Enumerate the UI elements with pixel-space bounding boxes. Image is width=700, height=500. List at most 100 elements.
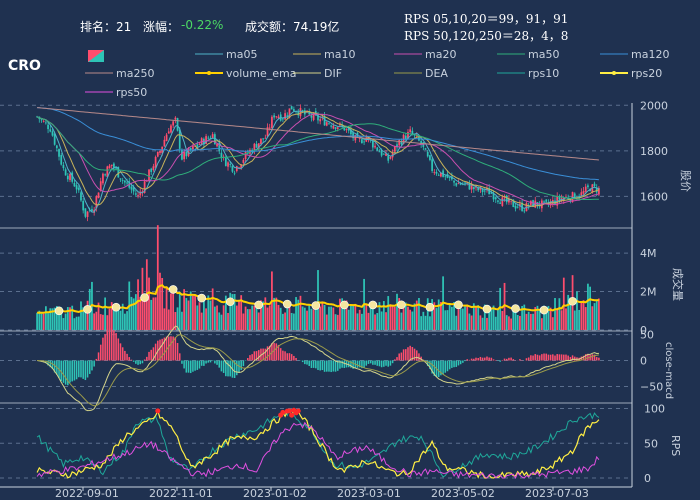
macd-histogram-bar	[130, 359, 133, 361]
macd-histogram-bar	[385, 360, 387, 366]
volume-bar	[303, 307, 306, 330]
macd-histogram-bar	[538, 355, 541, 361]
macd-histogram-bar	[148, 351, 150, 361]
candle-body	[569, 199, 572, 202]
candle-body	[543, 200, 545, 202]
volume-bar	[396, 293, 398, 330]
candle-body	[308, 111, 311, 115]
candle-body	[510, 200, 512, 202]
macd-histogram-bar	[62, 360, 65, 383]
macd-histogram-bar	[97, 352, 100, 361]
candle-body	[545, 199, 548, 202]
volume-bar	[565, 308, 567, 330]
volume-bar	[325, 314, 328, 330]
volume-bar	[167, 309, 170, 330]
volume-bar	[227, 312, 229, 330]
macd-histogram-bar	[275, 343, 278, 361]
volume-bar	[461, 308, 464, 330]
macd-histogram-bar	[194, 360, 196, 371]
volume-bar	[38, 310, 41, 330]
candle-body	[286, 115, 289, 117]
volume-bar	[512, 309, 515, 330]
candle-body	[273, 115, 275, 118]
volume-bar	[213, 306, 216, 330]
volume-bar	[224, 295, 227, 330]
volume-tick-label: 4M	[640, 247, 657, 260]
macd-histogram-bar	[413, 348, 416, 361]
volume-bar	[444, 310, 447, 330]
volume-bar	[262, 301, 265, 330]
macd-histogram-bar	[444, 360, 447, 373]
candle-body	[58, 148, 60, 157]
volume-bar	[519, 315, 521, 330]
macd-histogram-bar	[214, 360, 216, 364]
volume-bar	[404, 302, 407, 330]
volume-bar	[319, 306, 322, 330]
macd-histogram-bar	[451, 360, 453, 368]
candle-body	[172, 121, 175, 126]
symbol-label: CRO	[8, 58, 41, 74]
volume-bar	[246, 309, 249, 330]
candle-body	[55, 145, 58, 149]
macd-histogram-bar	[73, 360, 76, 381]
candle-body	[227, 162, 229, 167]
macd-histogram-bar	[227, 360, 229, 377]
candle-body	[110, 164, 113, 167]
volume-bar	[209, 300, 212, 330]
macd-histogram-bar	[88, 360, 91, 374]
candle-body	[398, 140, 401, 146]
macd-histogram-bar	[110, 328, 113, 361]
candle-body	[301, 110, 304, 112]
candle-body	[497, 200, 499, 202]
candle-body	[117, 166, 120, 178]
candle-body	[119, 178, 122, 180]
candle-body	[310, 115, 313, 118]
volume-bar	[446, 310, 449, 330]
candle-body	[66, 175, 69, 180]
candle-body	[126, 182, 128, 184]
rps20-line	[36, 409, 600, 479]
turnover-label: 成交额：74.19亿	[245, 20, 340, 34]
volume-bar	[420, 316, 423, 330]
volume-bar	[578, 309, 581, 330]
price-tick-label: 1800	[640, 145, 668, 158]
candle-body	[80, 192, 82, 201]
volume-bar	[102, 314, 104, 330]
volume-bar	[593, 303, 596, 330]
candle-body	[483, 190, 486, 192]
macd-histogram-bar	[139, 360, 142, 365]
volume-bar	[119, 310, 122, 330]
candle-body	[371, 141, 374, 148]
macd-tick-label: −50	[640, 380, 663, 393]
volume-bar	[545, 312, 548, 330]
volume-bar	[323, 304, 326, 330]
volume-bar	[297, 299, 300, 330]
macd-histogram-bar	[334, 360, 337, 372]
candle-body	[196, 144, 199, 147]
candle-body	[358, 137, 361, 139]
candle-body	[481, 189, 484, 193]
candle-body	[75, 185, 78, 190]
candle-body	[492, 193, 495, 200]
volume-bar	[547, 305, 550, 330]
candle-body	[113, 163, 115, 168]
macd-histogram-bar	[505, 358, 508, 361]
volume-bar	[534, 307, 537, 330]
candle-body	[213, 134, 216, 145]
macd-axis-label: close-macd	[663, 342, 674, 399]
candle-body	[102, 173, 104, 184]
ma120-line	[37, 107, 599, 181]
macd-histogram-bar	[84, 360, 87, 381]
candle-body	[593, 183, 596, 186]
macd-histogram-bar	[310, 360, 313, 368]
volume-bar	[44, 306, 47, 330]
volume-bar	[55, 306, 58, 330]
volume-bar	[369, 303, 372, 330]
volume-bar	[358, 309, 361, 330]
legend-label-ma20: ma20	[425, 48, 456, 61]
macd-histogram-bar	[174, 337, 177, 361]
macd-histogram-bar	[457, 360, 460, 366]
volume-bar	[42, 313, 45, 330]
volume-bar	[66, 307, 69, 330]
candle-body	[363, 141, 365, 143]
